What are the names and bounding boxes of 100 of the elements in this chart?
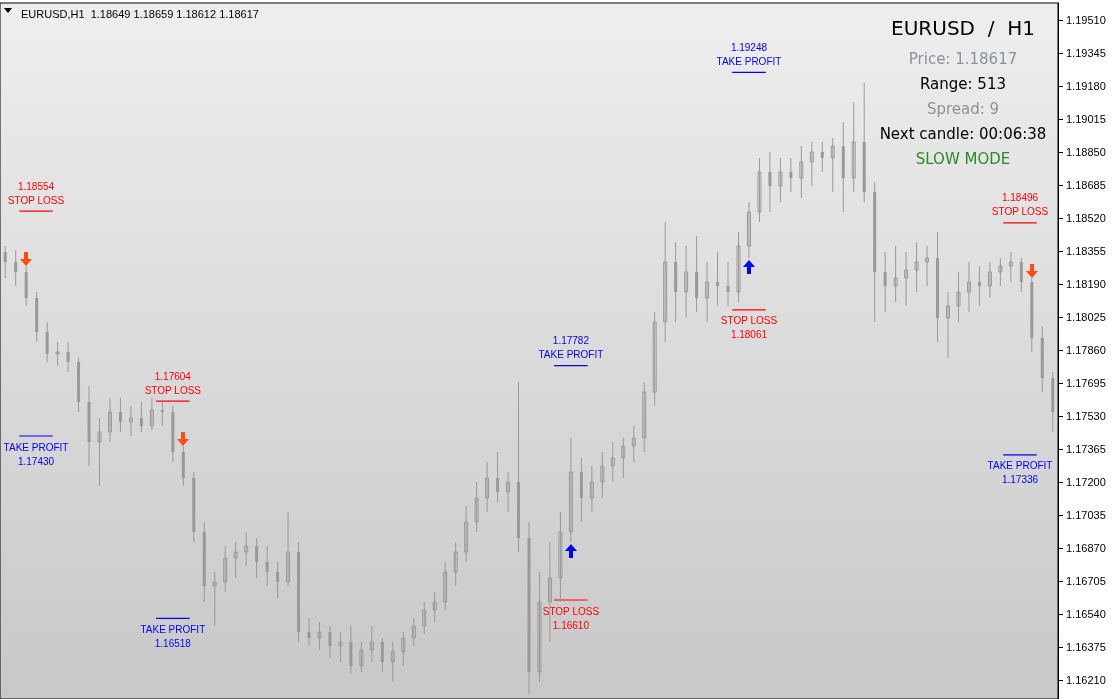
candlestick xyxy=(736,231,741,303)
y-tick-label: 1.18025 xyxy=(1066,311,1106,323)
candlestick xyxy=(349,625,353,675)
y-tick-label: 1.17035 xyxy=(1066,509,1106,521)
annotation: Spread: 9 xyxy=(926,100,1000,118)
y-tick-label: 1.19510 xyxy=(1066,14,1106,26)
candlestick xyxy=(726,261,730,307)
candlestick xyxy=(286,511,291,587)
candlestick xyxy=(977,265,981,307)
ref-line-label: TAKE PROFIT 1.17336 xyxy=(987,460,1053,486)
y-tick-label: 1.18520 xyxy=(1066,212,1106,224)
candlestick xyxy=(716,251,720,307)
ref-line-label: STOP LOSS 1.18061 xyxy=(720,315,778,341)
candlestick xyxy=(328,625,332,659)
candlestick xyxy=(97,417,102,487)
candlestick xyxy=(14,249,18,287)
candlestick xyxy=(663,221,668,343)
candlestick xyxy=(496,451,500,503)
candlestick xyxy=(338,631,343,663)
y-tick-label: 1.17530 xyxy=(1066,410,1106,422)
candlestick xyxy=(851,101,856,193)
candlestick xyxy=(369,625,374,663)
annotation: SLOW MODE xyxy=(915,150,1011,168)
candlestick xyxy=(390,641,395,683)
candlestick xyxy=(149,397,154,431)
candlestick xyxy=(746,201,751,259)
candlestick xyxy=(987,261,992,299)
candlestick xyxy=(432,591,437,623)
candlestick xyxy=(893,245,898,303)
candlestick xyxy=(401,631,406,667)
y-tick-label: 1.18850 xyxy=(1066,146,1106,158)
y-tick-label: 1.18685 xyxy=(1066,179,1106,191)
candlestick xyxy=(558,511,563,603)
candlestick xyxy=(809,141,814,187)
candlestick xyxy=(128,405,133,437)
candlestick xyxy=(600,451,605,499)
candlestick xyxy=(485,461,490,513)
y-tick-label: 1.17365 xyxy=(1066,443,1106,455)
candlestick xyxy=(3,245,7,279)
candlestick xyxy=(830,137,835,193)
y-tick-label: 1.16540 xyxy=(1066,608,1106,620)
annotation: EURUSD / H1 xyxy=(891,16,1035,40)
candlestick xyxy=(705,261,710,323)
y-tick-label: 1.16870 xyxy=(1066,542,1106,554)
candlestick xyxy=(45,321,49,363)
candlestick xyxy=(799,145,804,199)
ref-line-label: 1.19248 TAKE PROFIT xyxy=(716,41,782,67)
candlestick xyxy=(443,561,448,611)
annotation: Next candle: 00:06:38 xyxy=(879,125,1047,143)
candlestick xyxy=(66,341,70,373)
candlestick xyxy=(233,541,238,579)
candlestick xyxy=(212,571,217,627)
candlestick xyxy=(883,251,887,313)
candlestick xyxy=(160,401,164,427)
y-tick-label: 1.17860 xyxy=(1066,344,1106,356)
ref-line-label: 1.17782 TAKE PROFIT xyxy=(538,335,604,361)
candlestick xyxy=(1008,251,1013,283)
candlestick xyxy=(107,397,112,443)
ref-line-label: STOP LOSS 1.16610 xyxy=(542,605,600,631)
candlestick xyxy=(684,245,689,319)
candlestick xyxy=(1019,257,1023,293)
candlestick xyxy=(768,151,772,213)
y-tick-label: 1.19015 xyxy=(1066,113,1106,125)
ref-line-label: 1.18496 STOP LOSS xyxy=(991,192,1049,218)
ref-line-label: TAKE PROFIT 1.17430 xyxy=(3,441,69,467)
y-tick-label: 1.17200 xyxy=(1066,476,1106,488)
candlestick xyxy=(631,425,636,463)
y-tick-label: 1.18355 xyxy=(1066,245,1106,257)
candlestick xyxy=(411,617,416,647)
y-tick-label: 1.16210 xyxy=(1066,674,1106,686)
annotation: Range: 513 xyxy=(920,75,1006,93)
candlestick xyxy=(820,141,824,173)
candlestick xyxy=(652,311,657,407)
candlestick xyxy=(946,291,951,359)
candlestick xyxy=(255,537,259,579)
candlestick xyxy=(925,245,930,287)
candlestick xyxy=(621,437,626,479)
candlestick xyxy=(956,271,961,323)
candlestick xyxy=(914,241,919,293)
y-tick-label: 1.17695 xyxy=(1066,377,1106,389)
candlestick xyxy=(359,641,364,673)
candlestick xyxy=(422,601,427,635)
candlestick xyxy=(380,637,384,673)
candlestick xyxy=(464,505,469,563)
y-tick-label: 1.16705 xyxy=(1066,575,1106,587)
annotation: Price: 1.18617 xyxy=(908,50,1018,68)
candlestick xyxy=(537,571,542,683)
chart-title: EURUSD,H1 1.18649 1.18659 1.18612 1.18617 xyxy=(21,7,259,20)
candlestick xyxy=(223,545,228,593)
ref-line-label: TAKE PROFIT 1.16518 xyxy=(140,623,206,649)
candlestick xyxy=(55,341,60,367)
candlestick xyxy=(778,157,783,203)
candlestick xyxy=(118,397,122,433)
candlestick xyxy=(265,545,269,587)
candlestick xyxy=(757,157,762,223)
candlestick xyxy=(642,381,647,453)
y-tick-label: 1.16375 xyxy=(1066,641,1106,653)
candlestick xyxy=(453,541,458,587)
candlestick xyxy=(589,465,594,513)
candlestick xyxy=(474,481,479,533)
